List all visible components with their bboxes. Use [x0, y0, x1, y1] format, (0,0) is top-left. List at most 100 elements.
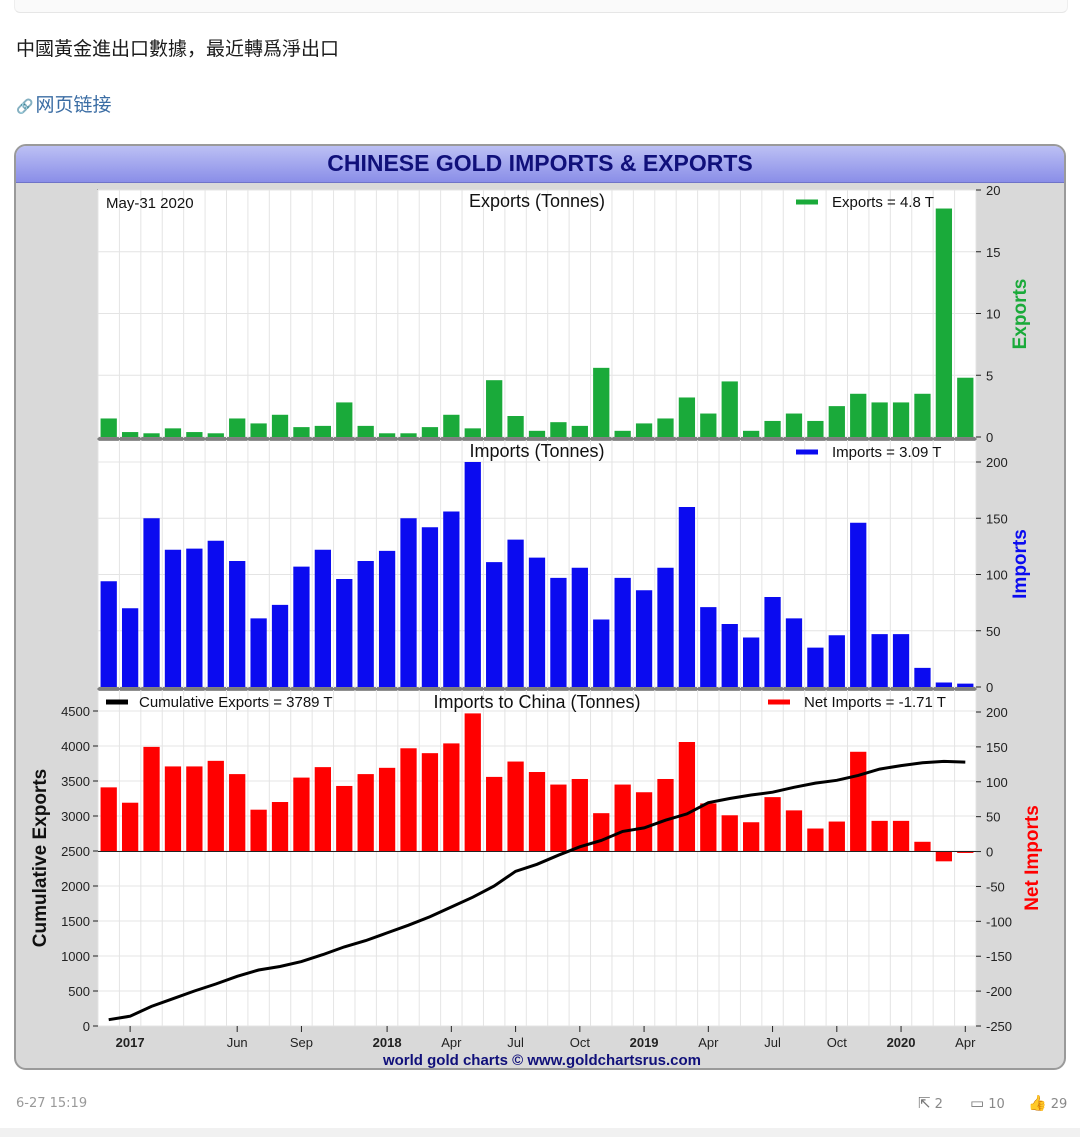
panel-0-bar	[293, 427, 310, 437]
panel-0-bar	[443, 414, 460, 437]
panel-1-bar	[657, 567, 674, 687]
panel-1-bar	[507, 539, 524, 687]
panel-1-bar	[764, 597, 781, 687]
panel-1-bar	[957, 683, 974, 687]
panel-0-bar	[464, 428, 481, 437]
panel-1-bar	[314, 549, 331, 687]
share-button[interactable]: ⇱ 2	[918, 1094, 943, 1112]
comment-button[interactable]: ▭ 10	[970, 1094, 1005, 1112]
panel-2-plot-area	[97, 689, 977, 1027]
panel-0-bar	[850, 393, 867, 437]
net-imports-bar	[207, 760, 224, 852]
panel-1-bar	[614, 577, 631, 687]
cumulative-ytick-label: 4000	[61, 739, 90, 754]
panel-0-bar	[914, 393, 931, 437]
cumulative-exports-ylabel: Cumulative Exports	[30, 769, 51, 947]
bottom-divider	[0, 1128, 1080, 1137]
net-imports-bar	[507, 761, 524, 852]
cumulative-ytick-label: 1000	[61, 949, 90, 964]
panel-0-bar	[271, 414, 289, 437]
net-imports-bar	[486, 776, 503, 852]
net-imports-bar	[593, 813, 610, 852]
cumulative-ytick-label: 3000	[61, 809, 90, 824]
panel-0-bar	[207, 433, 224, 437]
panel-0-bar	[957, 377, 974, 437]
panel-1-bar	[785, 618, 803, 687]
panel-1-ytick-label: 150	[986, 511, 1008, 526]
panel-0-bar	[785, 413, 803, 437]
panel-0-bar	[764, 420, 781, 437]
net-imports-bar	[400, 748, 417, 852]
panel-1-bar	[743, 637, 760, 687]
panel-1-bar	[828, 635, 845, 687]
x-tick-label: 2020	[887, 1035, 916, 1050]
post-text: 中國黃金進出口數據，最近轉爲淨出口	[16, 38, 340, 60]
net-imports-bar	[271, 802, 289, 852]
panel-2-title: Imports to China (Tonnes)	[433, 692, 640, 712]
chart-credit: world gold charts © www.goldchartsrus.co…	[382, 1052, 701, 1069]
panel-0-bar	[871, 402, 888, 437]
x-tick-label: 2018	[373, 1035, 402, 1050]
net-imports-bar	[229, 774, 246, 852]
panel-0-ytick-label: 15	[986, 245, 1000, 260]
panel-1-bar	[550, 577, 567, 687]
panel-0-title: Exports (Tonnes)	[469, 191, 605, 211]
share-icon: ⇱	[918, 1094, 931, 1112]
x-tick-label: Apr	[698, 1035, 719, 1050]
panel-1-bar	[121, 608, 139, 687]
panel-0-bar	[507, 416, 524, 437]
previous-post-edge	[14, 0, 1068, 13]
panel-1-bar	[635, 590, 653, 687]
net-imports-bar	[143, 746, 160, 852]
panel-1-bar	[400, 518, 417, 687]
cumulative-ytick-label: 2000	[61, 879, 90, 894]
panel-1-bar	[357, 561, 374, 687]
net-imports-bar	[635, 792, 653, 852]
comment-count: 10	[988, 1097, 1005, 1112]
x-tick-label: Apr	[955, 1035, 976, 1050]
net-imports-bar	[743, 822, 760, 852]
share-count: 2	[934, 1097, 943, 1112]
panel-0-ytick-label: 10	[986, 307, 1000, 322]
panel-1-bar	[464, 462, 481, 687]
x-tick-label: Jul	[507, 1035, 524, 1050]
panel-0-bar	[678, 397, 696, 437]
net-imports-bar	[828, 821, 845, 852]
net-imports-bar	[293, 777, 310, 852]
panel-1-bar	[935, 682, 953, 687]
web-link[interactable]: 🔗 网页链接	[16, 90, 111, 117]
panel-1-bar	[378, 550, 396, 687]
panel-0-bar	[807, 420, 824, 437]
like-button[interactable]: 👍 29	[1028, 1094, 1067, 1112]
net-imports-bar	[871, 820, 888, 852]
panel-0-bar	[421, 427, 439, 437]
panel-1-bar	[593, 619, 610, 687]
net-imports-bar	[935, 851, 953, 862]
panel-1-bar	[443, 511, 460, 687]
x-tick-label: Sep	[290, 1035, 313, 1050]
panel-1-bar	[678, 507, 696, 687]
panel-1-bar	[229, 561, 246, 687]
panel-0-bar	[700, 413, 717, 437]
net-imports-bar	[357, 774, 374, 852]
panel-0-bar	[571, 425, 588, 437]
panel-0-bar	[935, 208, 953, 437]
net-imports-bar	[914, 841, 931, 852]
panel-0-bar	[143, 433, 160, 437]
panel-0-ytick-label: 5	[986, 368, 993, 383]
x-tick-label: Apr	[441, 1035, 462, 1050]
panel-1-ytick-label: 200	[986, 455, 1008, 470]
net-imports-ytick-label: 150	[986, 740, 1008, 755]
panel-0-bar	[357, 425, 374, 437]
net-imports-ytick-label: -50	[986, 879, 1005, 894]
panel-0-bar	[721, 381, 738, 437]
web-link-label: 网页链接	[35, 94, 112, 116]
panel-1-bar	[293, 566, 310, 687]
net-imports-bar	[250, 809, 267, 852]
panel-0-bar	[828, 406, 845, 437]
cumulative-ytick-label: 3500	[61, 774, 90, 789]
panel-0-bar	[593, 367, 610, 437]
cumulative-ytick-label: 500	[68, 984, 90, 999]
chart-image[interactable]: CHINESE GOLD IMPORTS & EXPORTS 0 5 10 15 20 E…	[14, 144, 1066, 1070]
panel-0-bar	[121, 432, 139, 437]
